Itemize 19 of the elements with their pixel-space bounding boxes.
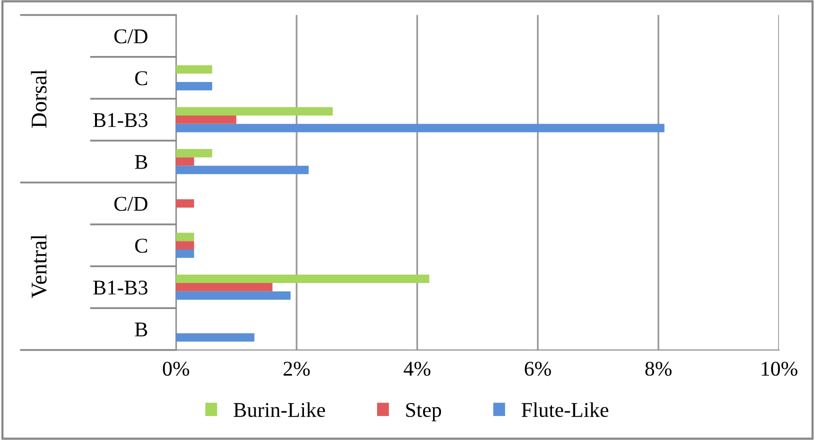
text: Dorsal [30,70,47,128]
text: Ventral [30,234,47,298]
y-tick-label: C/D [114,29,148,44]
x-tick-label: 8% [645,362,672,376]
y-tick-label: B1-B3 [93,280,148,295]
x-tick-label: 2% [284,362,310,376]
y-tick-label: C [135,238,148,253]
legend-label: Flute-Like [522,402,608,418]
x-tick-label: 6% [524,362,551,376]
y-tick-label: B [134,322,148,336]
x-tick-label: 4% [404,362,430,376]
y-tick-label: C [135,71,148,86]
x-tick-label: 10% [762,362,798,376]
legend-label: Burin-Like [234,402,325,418]
legend-label: Step [406,403,442,422]
y-tick-label: B1-B3 [93,113,148,128]
y-tick-label: B [134,155,148,169]
y-tick-label: C/D [114,196,148,211]
x-tick-label: 0% [162,362,190,376]
